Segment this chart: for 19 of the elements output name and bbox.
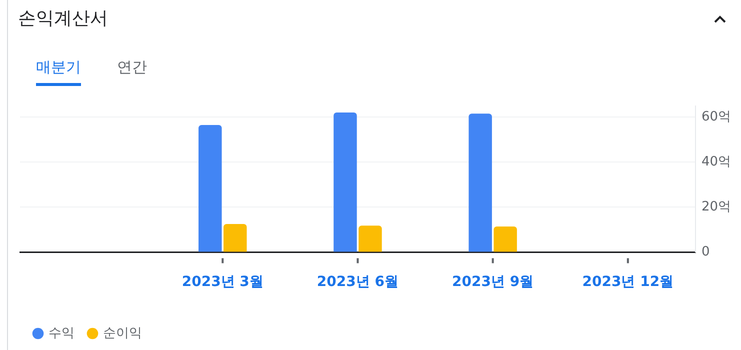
y-tick-label: 40억 xyxy=(701,154,732,170)
bar xyxy=(224,224,247,252)
y-tick-label: 60억 xyxy=(701,109,732,124)
bar xyxy=(468,114,492,252)
x-tick-label: 2023년 6월 xyxy=(316,274,399,290)
y-tick-label: 20억 xyxy=(701,200,732,215)
chart-title: 손익계산서 xyxy=(18,7,108,30)
x-tick-label: 2023년 9월 xyxy=(452,274,534,290)
legend-label: 수익 xyxy=(48,326,74,341)
bar xyxy=(494,226,517,252)
x-tick-label: 2023년 3월 xyxy=(182,274,264,290)
legend-label: 순이익 xyxy=(103,326,142,341)
bar xyxy=(334,112,357,252)
text: 매분기 xyxy=(36,58,81,86)
x-tick-label: 2023년 12월 xyxy=(582,274,674,290)
bar xyxy=(198,124,222,252)
y-tick-label: 0 xyxy=(701,244,710,260)
text: 연간 xyxy=(117,58,147,78)
bar xyxy=(358,226,382,252)
